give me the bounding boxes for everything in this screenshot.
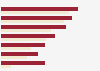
Bar xyxy=(1,38,46,41)
Bar xyxy=(1,43,44,47)
Bar xyxy=(1,20,64,23)
Bar xyxy=(1,16,72,20)
Bar xyxy=(1,11,69,14)
Bar xyxy=(1,34,55,38)
Bar xyxy=(1,25,66,29)
Bar xyxy=(1,52,38,56)
Bar xyxy=(1,47,31,50)
Bar xyxy=(1,61,44,65)
Bar xyxy=(1,56,27,59)
Bar xyxy=(1,7,78,11)
Bar xyxy=(1,29,52,32)
Bar xyxy=(1,65,11,68)
